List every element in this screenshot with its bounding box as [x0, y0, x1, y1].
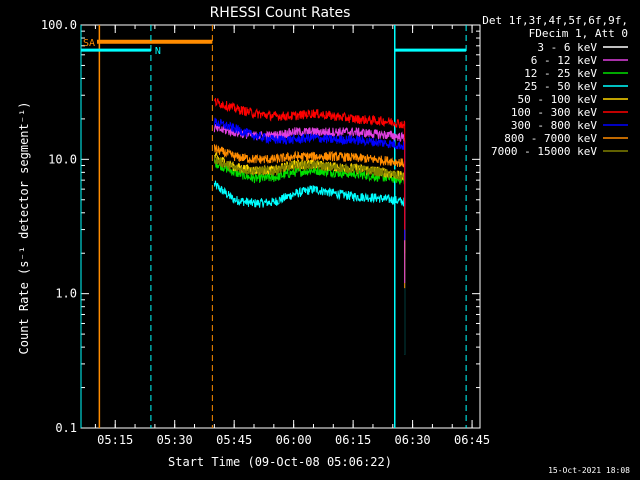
- legend-entry-label: 300 - 800 keV: [511, 119, 597, 132]
- x-tick-label: 05:30: [157, 433, 193, 447]
- legend-entry-label: 7000 - 15000 keV: [491, 145, 597, 158]
- marker-label: N: [155, 46, 161, 57]
- x-tick-label: 06:45: [454, 433, 490, 447]
- x-tick-label: 05:15: [97, 433, 133, 447]
- y-tick-label: 10.0: [48, 152, 77, 166]
- plot-frame: [80, 24, 481, 429]
- x-tick-label: 06:30: [395, 433, 431, 447]
- y-axis-label: Count Rate (s⁻¹ detector segment⁻¹): [17, 102, 31, 355]
- series-line: [213, 97, 406, 230]
- x-axis-label: Start Time (09-Oct-08 05:06:22): [168, 455, 392, 469]
- legend-entry-label: 6 - 12 keV: [531, 54, 598, 67]
- series-line: [213, 155, 406, 260]
- series-line: [213, 117, 406, 241]
- x-tick-label: 06:00: [276, 433, 312, 447]
- legend-header-detectors: Det 1f,3f,4f,5f,6f,9f,: [482, 14, 628, 27]
- attenuator-markers: SA N: [80, 25, 467, 428]
- footer-date: 15-Oct-2021 18:08: [548, 466, 630, 475]
- series-line: [213, 150, 406, 355]
- y-tick-label: 1.0: [55, 287, 77, 301]
- legend: Det 1f,3f,4f,5f,6f,9f, FDecim 1, Att 0 3…: [482, 14, 628, 158]
- legend-entry-label: 100 - 300 keV: [511, 106, 597, 119]
- legend-entry-label: 800 - 7000 keV: [504, 132, 597, 145]
- series-line: [213, 144, 406, 289]
- chart-title: RHESSI Count Rates: [210, 5, 351, 21]
- x-axis: 05:15 05:30 05:45 06:00 06:15 06:30 06:45: [94, 25, 490, 447]
- legend-entry-label: 3 - 6 keV: [537, 41, 597, 54]
- marker-label: SA: [83, 38, 95, 49]
- series-line: [213, 180, 406, 355]
- legend-header-decimation: FDecim 1, Att 0: [529, 27, 628, 40]
- y-tick-label: 100.0: [41, 18, 77, 32]
- plot-border: [80, 24, 481, 429]
- series-line: [213, 123, 406, 283]
- y-tick-label: 0.1: [55, 421, 77, 435]
- series-line: [213, 159, 406, 270]
- x-tick-label: 05:45: [216, 433, 252, 447]
- y-axis: 0.1 1.0 10.0 100.0: [41, 18, 480, 435]
- legend-entry-label: 50 - 100 keV: [518, 93, 598, 106]
- legend-entry-label: 12 - 25 keV: [524, 67, 597, 80]
- legend-entry-label: 25 - 50 keV: [524, 80, 597, 93]
- x-tick-label: 06:15: [335, 433, 371, 447]
- series-group: [213, 97, 406, 355]
